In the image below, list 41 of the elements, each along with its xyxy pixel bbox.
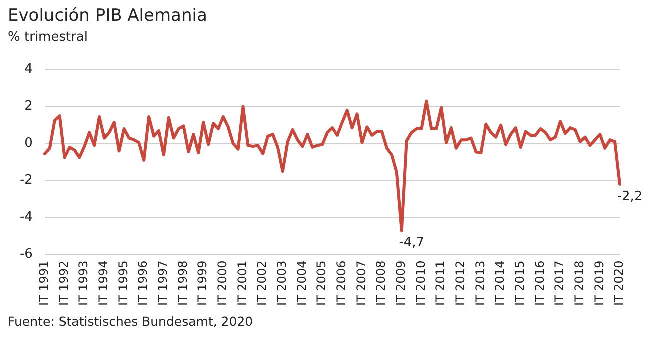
annotation: -2,2 [617,189,643,204]
x-tick-label: IT 2006 [334,260,349,306]
y-tick-label: 0 [24,136,33,152]
x-tick-label: IT 2002 [255,260,270,306]
x-tick-label: IT 2011 [434,260,448,306]
x-tick-label: IT 1995 [116,260,130,306]
x-tick-label: IT 1991 [37,260,52,306]
x-tick-label: IT 2015 [512,260,527,306]
x-tick-label: IT 2005 [314,260,329,306]
x-tick-label: IT 2007 [354,260,368,306]
x-tick-label: IT 2010 [414,260,428,306]
y-tick-label: 4 [24,62,33,78]
x-tick-label: IT 2014 [493,260,508,306]
y-tick-label: -4 [20,210,33,226]
x-tick-label: IT 1999 [196,260,210,306]
x-tick-label: IT 2020 [612,260,626,306]
x-tick-label: IT 2009 [394,260,408,306]
x-tick-label: IT 2004 [294,260,309,306]
source-note: Fuente: Statistisches Bundesamt, 2020 [8,314,254,329]
x-tick-label: IT 2001 [235,260,250,306]
x-tick-label: IT 1994 [96,260,111,306]
x-tick-label: IT 2016 [532,260,547,306]
y-tick-label: -6 [20,247,33,262]
x-tick-label: IT 1997 [156,260,170,306]
x-tick-label: IT 2017 [552,260,567,306]
x-tick-label: IT 1993 [76,260,91,306]
x-tick-label: IT 1992 [56,260,71,306]
x-tick-label: IT 2019 [592,260,606,306]
y-tick-label: -2 [20,173,33,188]
x-tick-label: IT 2012 [453,260,468,306]
annotation: -4,7 [399,236,425,251]
chart-title: Evolución PIB Alemania [8,6,208,26]
y-tick-label: 2 [24,99,33,114]
x-tick-label: IT 2003 [275,260,290,306]
x-tick-label: IT 2008 [374,260,388,306]
x-tick-label: IT 1998 [176,260,190,306]
x-tick-label: IT 2018 [572,260,586,306]
x-tick-label: IT 1996 [136,260,150,306]
chart-subtitle: % trimestral [8,30,88,45]
x-tick-label: IT 2013 [473,260,488,306]
x-tick-label: IT 2000 [216,260,230,306]
